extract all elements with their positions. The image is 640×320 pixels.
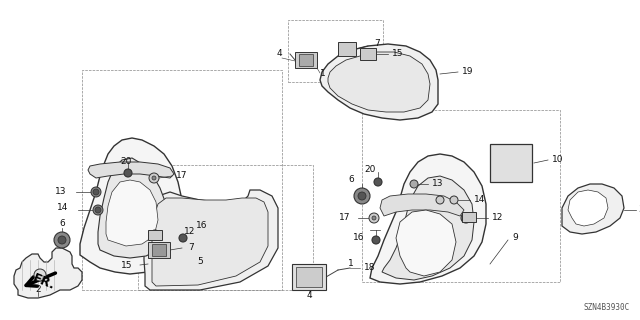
Circle shape [369,213,379,223]
Circle shape [95,207,101,213]
Polygon shape [320,44,438,120]
Text: 9: 9 [512,234,518,243]
Polygon shape [396,210,456,276]
Bar [296,267,322,287]
Text: 15: 15 [392,50,403,59]
Circle shape [124,169,132,177]
Polygon shape [98,158,168,258]
Circle shape [34,269,46,281]
Text: 1: 1 [320,69,326,78]
Text: 4: 4 [306,292,312,300]
Circle shape [93,205,103,215]
Polygon shape [14,248,82,298]
Circle shape [461,213,471,223]
Bar [490,144,532,182]
Circle shape [91,187,101,197]
Circle shape [358,192,366,200]
Circle shape [410,180,418,188]
Text: 3: 3 [638,205,640,214]
Bar [288,20,383,82]
Text: 16: 16 [353,234,364,243]
Circle shape [152,176,156,180]
Circle shape [54,232,70,248]
Polygon shape [380,194,464,216]
Text: 14: 14 [474,196,485,204]
Polygon shape [562,184,624,234]
Polygon shape [152,198,268,286]
Text: 17: 17 [176,171,188,180]
Bar [338,42,356,56]
Text: 6: 6 [348,175,354,185]
Text: 20: 20 [364,165,376,174]
Circle shape [93,189,99,195]
Text: 13: 13 [432,180,444,188]
Circle shape [354,188,370,204]
Bar [138,165,313,290]
Polygon shape [80,138,184,274]
Text: 14: 14 [56,204,68,212]
Bar [462,212,476,222]
Circle shape [374,178,382,186]
Text: 5: 5 [197,258,203,267]
Text: 19: 19 [462,68,474,76]
Circle shape [149,173,159,183]
Text: 4: 4 [276,50,282,59]
Circle shape [372,236,380,244]
Polygon shape [106,180,158,246]
Circle shape [179,234,187,242]
Text: 10: 10 [552,156,563,164]
Polygon shape [144,190,278,290]
Circle shape [150,230,160,240]
Circle shape [450,196,458,204]
Text: 15: 15 [120,260,132,269]
Text: FR.: FR. [31,272,57,292]
Text: 18: 18 [364,263,376,273]
Bar [82,70,282,290]
Polygon shape [370,154,486,284]
Text: 13: 13 [54,188,66,196]
Bar [299,54,313,66]
Text: SZN4B3930C: SZN4B3930C [584,303,630,312]
Circle shape [372,216,376,220]
Text: 1: 1 [348,260,354,268]
Text: 2: 2 [35,285,41,294]
Text: 12: 12 [492,213,504,222]
Text: 16: 16 [196,220,207,229]
Bar [362,110,560,282]
Text: 7: 7 [374,39,380,49]
Bar [292,264,326,290]
Text: 12: 12 [184,227,195,236]
Bar [148,242,170,258]
Text: 17: 17 [339,212,350,221]
Text: 7: 7 [188,243,194,252]
Polygon shape [88,162,174,178]
Bar [148,230,162,240]
Circle shape [58,236,66,244]
Bar [360,48,376,60]
Circle shape [436,196,444,204]
Polygon shape [382,176,474,280]
Text: 6: 6 [59,220,65,228]
Text: 20: 20 [120,157,131,166]
Polygon shape [328,52,430,112]
Polygon shape [568,190,608,226]
Bar [152,244,166,256]
Bar [295,52,317,68]
